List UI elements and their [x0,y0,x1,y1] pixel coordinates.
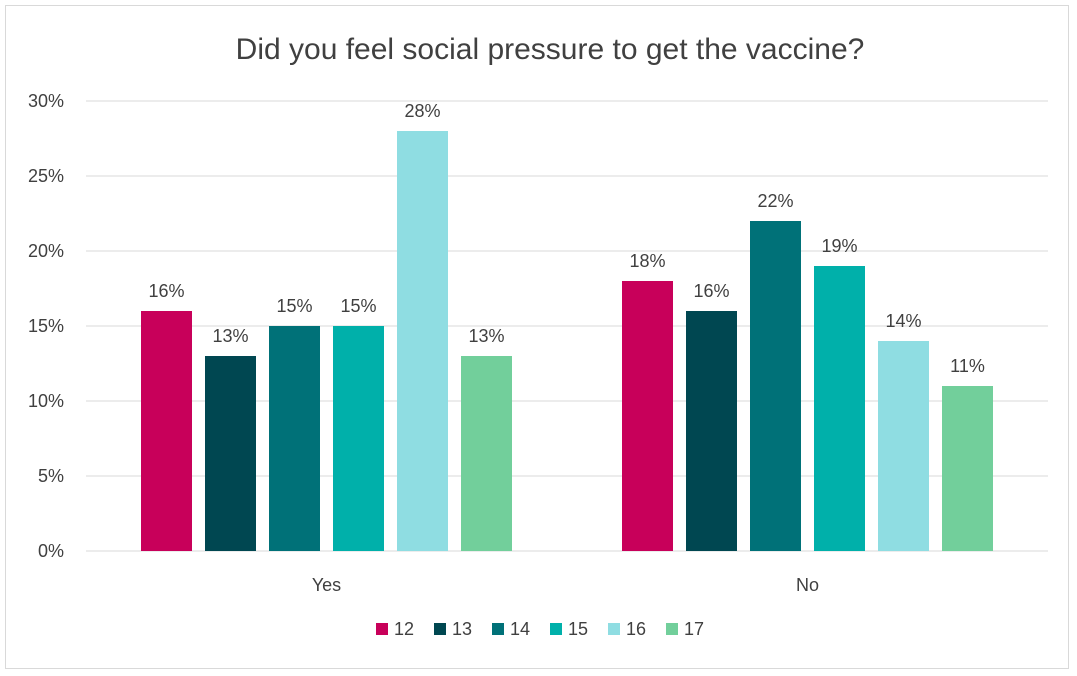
legend-item-13: 13 [434,619,472,639]
legend-item-17: 17 [666,619,704,639]
data-label: 22% [757,191,793,211]
bar-yes-12 [141,311,192,551]
bar-no-15 [814,266,865,551]
x-tick-label: No [796,575,819,595]
data-label: 16% [693,281,729,301]
bar-yes-14 [269,326,320,551]
legend: 12 13 14 15 16 17 [376,619,704,639]
y-tick-label: 0% [38,541,64,561]
legend-label: 12 [394,619,414,639]
x-tick-label: Yes [312,575,341,595]
legend-label: 14 [510,619,530,639]
data-label: 28% [404,101,440,121]
legend-swatch [608,623,620,635]
legend-swatch [434,623,446,635]
x-axis-ticks: Yes No [312,575,819,595]
y-tick-label: 10% [28,391,64,411]
legend-swatch [492,623,504,635]
legend-item-16: 16 [608,619,646,639]
data-label: 19% [821,236,857,256]
data-label: 15% [340,296,376,316]
y-tick-label: 30% [28,91,64,111]
bar-yes-16 [397,131,448,551]
y-tick-label: 20% [28,241,64,261]
data-label: 11% [950,356,985,376]
y-tick-label: 5% [38,466,64,486]
y-axis-ticks: 0% 5% 10% 15% 20% 25% 30% [28,91,64,561]
bar-yes-17 [461,356,512,551]
bar-chart: Did you feel social pressure to get the … [28,33,1048,639]
data-label: 18% [629,251,665,271]
legend-label: 17 [684,619,704,639]
legend-swatch [376,623,388,635]
data-label: 13% [468,326,504,346]
data-label: 14% [885,311,921,331]
legend-swatch [666,623,678,635]
legend-label: 13 [452,619,472,639]
y-tick-label: 15% [28,316,64,336]
chart-title: Did you feel social pressure to get the … [236,33,865,66]
legend-item-14: 14 [492,619,530,639]
legend-label: 15 [568,619,588,639]
chart-frame: Did you feel social pressure to get the … [5,5,1069,669]
bar-no-17 [942,386,993,551]
bar-no-13 [686,311,737,551]
data-label: 15% [276,296,312,316]
bar-no-14 [750,221,801,551]
bars [141,131,993,551]
legend-item-15: 15 [550,619,588,639]
data-label: 16% [148,281,184,301]
y-tick-label: 25% [28,166,64,186]
data-label: 13% [212,326,248,346]
legend-swatch [550,623,562,635]
legend-item-12: 12 [376,619,414,639]
bar-yes-15 [333,326,384,551]
bar-no-16 [878,341,929,551]
bar-no-12 [622,281,673,551]
bar-yes-13 [205,356,256,551]
data-labels: 16% 13% 15% 15% 28% 13% 18% 16% 22% 19% 14% 11% [148,101,984,376]
legend-label: 16 [626,619,646,639]
